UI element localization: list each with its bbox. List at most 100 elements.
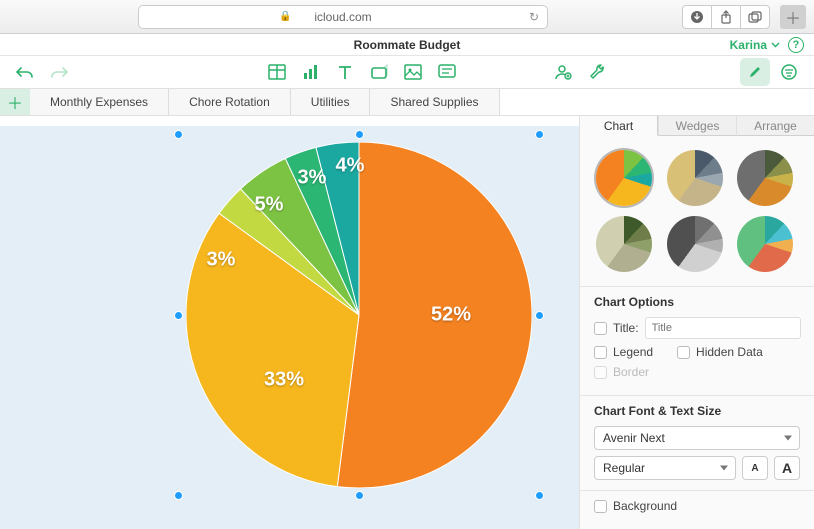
- browser-buttons: [683, 5, 770, 29]
- insert-table-button[interactable]: [262, 58, 292, 86]
- table-icon: [268, 64, 286, 80]
- sheet-tab[interactable]: Chore Rotation: [169, 89, 291, 115]
- chart-style-grid: [580, 136, 814, 286]
- app-toolbar: [0, 56, 814, 88]
- user-menu[interactable]: Karina: [730, 38, 780, 52]
- filter-icon: [780, 63, 798, 81]
- chart-style-swatch[interactable]: [596, 216, 652, 272]
- lock-icon: 🔒: [279, 11, 291, 22]
- reload-icon[interactable]: ↻: [529, 10, 539, 24]
- document-header: Roommate Budget Karina ?: [0, 34, 814, 56]
- inspector-tab-chart[interactable]: Chart: [580, 116, 658, 136]
- sheet-tab[interactable]: Utilities: [291, 89, 371, 115]
- share-icon: [720, 10, 732, 24]
- background-label: Background: [613, 499, 677, 513]
- selection-handle[interactable]: [355, 491, 364, 500]
- insert-comment-button[interactable]: [432, 58, 462, 86]
- pie-wedge-label: 33%: [264, 369, 304, 392]
- chart-options-heading: Chart Options: [594, 295, 800, 309]
- insert-shape-button[interactable]: [364, 58, 394, 86]
- sheet-tab[interactable]: Shared Supplies: [370, 89, 499, 115]
- tab-bar-empty: [500, 89, 814, 115]
- canvas-header-strip: [0, 116, 579, 126]
- sheet-tab[interactable]: Monthly Expenses: [30, 89, 169, 115]
- selection-handle[interactable]: [535, 491, 544, 500]
- add-sheet-button[interactable]: ＋: [0, 89, 30, 115]
- chart-font-section: Chart Font & Text Size Avenir Next Regul…: [580, 395, 814, 490]
- font-weight-select[interactable]: Regular: [594, 456, 736, 480]
- chart-options-section: Chart Options Title: Legend Hidden Data …: [580, 286, 814, 395]
- document-title: Roommate Budget: [354, 38, 461, 52]
- undo-icon: [16, 65, 34, 79]
- chart-style-swatch[interactable]: [667, 216, 723, 272]
- pie-wedge-label: 3%: [207, 249, 236, 272]
- format-inspector: ChartWedgesArrange Chart Options Title: …: [579, 116, 814, 529]
- tabs-icon: [748, 11, 762, 23]
- undo-button[interactable]: [10, 58, 40, 86]
- selection-handle[interactable]: [535, 311, 544, 320]
- chart-icon: [302, 64, 320, 80]
- hidden-data-checkbox[interactable]: [677, 346, 690, 359]
- font-larger-button[interactable]: A: [774, 456, 800, 480]
- pie-wedge-label: 4%: [336, 155, 365, 178]
- legend-label: Legend: [613, 345, 653, 359]
- new-tab-button[interactable]: ＋: [780, 5, 806, 29]
- title-checkbox[interactable]: [594, 322, 607, 335]
- sheet-tab-bar: ＋ Monthly ExpensesChore RotationUtilitie…: [0, 88, 814, 116]
- pie-wedge-label: 3%: [298, 167, 327, 190]
- insert-text-button[interactable]: [330, 58, 360, 86]
- shape-icon: [370, 64, 388, 80]
- border-checkbox: [594, 366, 607, 379]
- tools-button[interactable]: [582, 58, 612, 86]
- inspector-tab-wedges[interactable]: Wedges: [658, 116, 736, 136]
- chart-selection[interactable]: 52%33%3%5%3%4%: [178, 134, 540, 496]
- chart-style-swatch[interactable]: [596, 150, 652, 206]
- border-label: Border: [613, 365, 649, 379]
- title-label: Title:: [613, 321, 639, 335]
- canvas[interactable]: 52%33%3%5%3%4%: [0, 116, 579, 529]
- font-family-value: Avenir Next: [603, 431, 665, 445]
- selection-handle[interactable]: [174, 491, 183, 500]
- hidden-data-label: Hidden Data: [696, 345, 763, 359]
- downloads-button[interactable]: [682, 5, 712, 29]
- legend-checkbox[interactable]: [594, 346, 607, 359]
- font-smaller-button[interactable]: A: [742, 456, 768, 480]
- add-people-icon: [554, 63, 572, 81]
- insert-image-button[interactable]: [398, 58, 428, 86]
- collaborate-button[interactable]: [548, 58, 578, 86]
- inspector-tab-arrange[interactable]: Arrange: [736, 116, 814, 136]
- background-checkbox[interactable]: [594, 500, 607, 513]
- chart-title-input[interactable]: [645, 317, 801, 339]
- share-button[interactable]: [711, 5, 741, 29]
- address-bar[interactable]: 🔒 icloud.com ↻: [138, 5, 548, 29]
- redo-button[interactable]: [44, 58, 74, 86]
- font-heading: Chart Font & Text Size: [594, 404, 800, 418]
- background-section: Background: [580, 490, 814, 529]
- selection-handle[interactable]: [535, 130, 544, 139]
- image-icon: [404, 64, 422, 80]
- organize-panel-button[interactable]: [774, 58, 804, 86]
- tabs-button[interactable]: [740, 5, 770, 29]
- selection-handle[interactable]: [355, 130, 364, 139]
- selection-handle[interactable]: [174, 130, 183, 139]
- chart-style-swatch[interactable]: [667, 150, 723, 206]
- paintbrush-icon: [747, 64, 763, 80]
- chart-style-swatch[interactable]: [737, 150, 793, 206]
- workspace: 52%33%3%5%3%4% ChartWedgesArrange Chart …: [0, 116, 814, 529]
- font-weight-value: Regular: [603, 461, 645, 475]
- url-text: icloud.com: [314, 10, 371, 24]
- wrench-icon: [588, 63, 606, 81]
- redo-icon: [50, 65, 68, 79]
- pie-chart[interactable]: 52%33%3%5%3%4%: [186, 142, 532, 488]
- text-icon: [337, 64, 353, 80]
- format-panel-button[interactable]: [740, 58, 770, 86]
- font-family-select[interactable]: Avenir Next: [594, 426, 800, 450]
- comment-icon: [438, 64, 456, 80]
- help-button[interactable]: ?: [788, 37, 804, 53]
- insert-chart-button[interactable]: [296, 58, 326, 86]
- pie-wedge-label: 52%: [431, 304, 471, 327]
- chart-style-swatch[interactable]: [737, 216, 793, 272]
- selection-handle[interactable]: [174, 311, 183, 320]
- inspector-tabs: ChartWedgesArrange: [580, 116, 814, 136]
- download-icon: [690, 10, 704, 24]
